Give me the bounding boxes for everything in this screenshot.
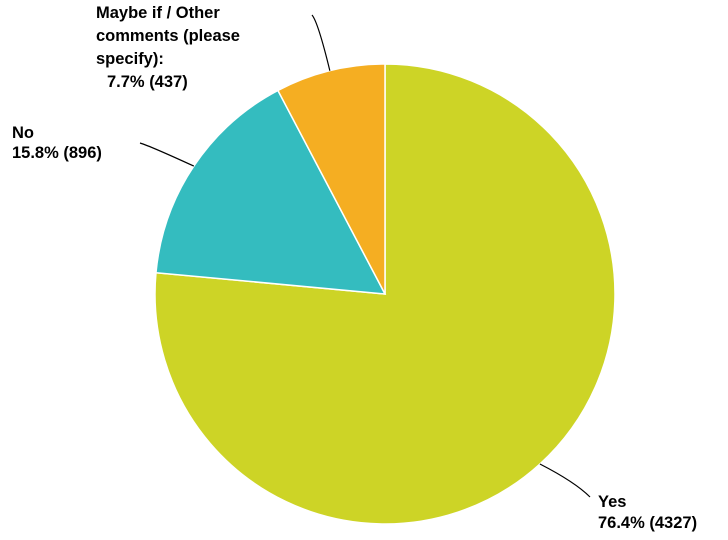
pie-slice-maybe	[276, 63, 386, 295]
leader-line-maybe	[311, 14, 331, 71]
label-no-line-2: 15.8% (896)	[12, 144, 102, 162]
label-yes-line-2: 76.4% (4327)	[598, 514, 697, 532]
label-maybe-line-3: specify):	[96, 50, 164, 68]
leader-lines	[139, 14, 591, 498]
label-yes-line-1: Yes	[598, 493, 626, 511]
pie-slices	[154, 63, 616, 525]
leader-line-no	[139, 142, 195, 167]
leader-line-yes	[539, 463, 591, 498]
label-maybe-line-5: 7.7% (437)	[107, 73, 188, 91]
label-no-line-1: No	[12, 124, 34, 142]
pie-slice-no	[155, 89, 387, 295]
label-maybe: Maybe if / Other comments (please specif…	[96, 4, 245, 91]
label-maybe-line-2: comments (please	[96, 27, 240, 45]
label-no: No 15.8% (896)	[12, 124, 102, 162]
label-maybe-line-1: Maybe if / Other	[96, 4, 220, 22]
label-yes: Yes 76.4% (4327)	[598, 493, 697, 532]
